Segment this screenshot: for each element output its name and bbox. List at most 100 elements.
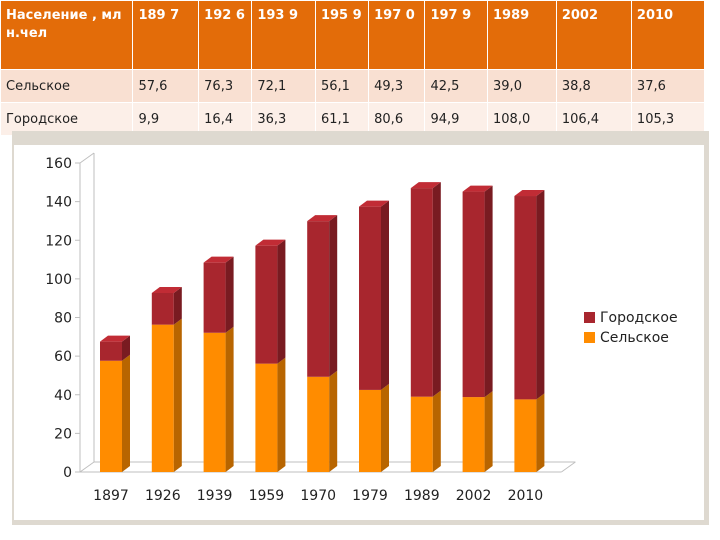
- y-tick-label: 60: [54, 349, 72, 365]
- header-cell: 197 0: [368, 0, 426, 70]
- table-cell: 76,3: [198, 69, 253, 103]
- bar-Городское-2002: [462, 191, 485, 398]
- bar-Сельское-1897: [100, 360, 122, 472]
- bar-side-Городское-2002: [484, 185, 493, 398]
- header-cell: 2002: [555, 0, 632, 70]
- legend-swatch-Городское: [584, 312, 595, 323]
- bar-side-Сельское-1926: [173, 318, 182, 472]
- table-cell: 37,6: [630, 69, 706, 103]
- x-tick-label: 1959: [249, 488, 285, 504]
- bar-top-Городское-2002: [462, 185, 493, 192]
- table-header-row: Население , млн.чел 189 7 192 6 193 9 19…: [0, 0, 706, 70]
- bar-Сельское-1989: [410, 396, 433, 472]
- bar-side-Городское-1959: [277, 239, 286, 364]
- header-cell: 197 9: [424, 0, 489, 70]
- floor-right-edge: [561, 461, 576, 473]
- wall-edge-top: [79, 152, 95, 164]
- table-cell: 72,1: [251, 69, 316, 103]
- header-cell: 1989: [487, 0, 557, 70]
- x-tick-label: 1979: [352, 488, 388, 504]
- population-table: Население , млн.чел 189 7 192 6 193 9 19…: [0, 0, 706, 136]
- stacked-bar-chart: 0 20 40 60 80 100 120 140 160 1897 1926 1939 1959 197…: [45, 152, 678, 504]
- bar-Сельское-2010: [514, 399, 537, 472]
- x-tick-label: 1970: [300, 488, 336, 504]
- bar-Сельское-1979: [359, 389, 381, 472]
- bar-top-Городское-1939: [203, 256, 234, 263]
- bar-top-Городское-1970: [307, 215, 338, 222]
- header-cell: 189 7: [132, 0, 200, 70]
- bar-Сельское-1959: [255, 363, 278, 472]
- y-tick-label: 0: [63, 465, 72, 481]
- bar-side-Сельское-1897: [122, 354, 130, 472]
- table-cell: 105,3: [630, 102, 706, 136]
- bar-Городское-1970: [307, 221, 330, 377]
- bar-Сельское-1970: [307, 376, 330, 472]
- bar-top-Городское-1979: [359, 200, 389, 207]
- bar-Городское-1897: [100, 341, 122, 361]
- bar-side-Сельское-1970: [329, 370, 338, 472]
- table-cell: 108,0: [487, 102, 557, 136]
- bar-side-Городское-1939: [225, 256, 234, 333]
- table-cell: 39,0: [487, 69, 557, 103]
- table-cell: 49,3: [368, 69, 426, 103]
- y-tick-label: 80: [54, 311, 72, 327]
- y-tick-label: 140: [45, 195, 72, 211]
- bar-Сельское-2002: [462, 397, 485, 472]
- bar-side-Городское-1970: [329, 215, 338, 377]
- bar-side-Городское-1897: [122, 335, 130, 361]
- header-cell: Население , млн.чел: [0, 0, 134, 70]
- bar-Городское-1939: [203, 262, 226, 333]
- x-tick-label: 1926: [145, 488, 181, 504]
- bar-Городское-1926: [151, 292, 174, 325]
- y-tick-label: 100: [45, 272, 72, 288]
- x-tick-label: 2002: [456, 488, 492, 504]
- bar-top-Городское-1926: [151, 286, 182, 293]
- bar-side-Городское-1926: [173, 286, 182, 325]
- legend-label-Сельское: Сельское: [600, 330, 669, 346]
- table-cell: 61,1: [314, 102, 370, 136]
- legend-swatch-Сельское: [584, 332, 595, 343]
- table-row-rural: Сельское 57,6 76,3 72,1 56,1 49,3 42,5 3…: [0, 69, 706, 103]
- table-cell: 106,4: [555, 102, 632, 136]
- bar-side-Сельское-2002: [484, 391, 493, 472]
- bar-Городское-1979: [359, 206, 381, 390]
- y-tick-label: 120: [45, 233, 72, 249]
- table-cell: 42,5: [424, 69, 489, 103]
- floor-left-edge: [79, 461, 95, 473]
- bar-Городское-1989: [410, 188, 433, 397]
- header-cell: 193 9: [251, 0, 316, 70]
- bar-Сельское-1939: [203, 332, 226, 472]
- table-cell: 80,6: [368, 102, 426, 136]
- y-tick-label: 160: [45, 156, 72, 172]
- legend-label-Городское: Городское: [600, 310, 678, 326]
- bar-side-Сельское-2010: [536, 393, 545, 472]
- x-tick-label: 1939: [197, 488, 233, 504]
- x-tick-label: 1989: [404, 488, 440, 504]
- bar-Сельское-1926: [151, 324, 174, 472]
- table-cell: 56,1: [314, 69, 370, 103]
- header-cell: 195 9: [314, 0, 370, 70]
- bar-top-Городское-1989: [410, 182, 441, 189]
- bar-top-Городское-2010: [514, 190, 545, 197]
- bar-side-Сельское-1989: [432, 390, 441, 472]
- table-row-urban: Городское 9,9 16,4 36,3 61,1 80,6 94,9 1…: [0, 102, 706, 136]
- chart-area: 0 20 40 60 80 100 120 140 160 1897 1926 1939 1959 197…: [14, 145, 704, 520]
- bar-top-Городское-1959: [255, 239, 286, 246]
- bar-side-Сельское-1959: [277, 357, 286, 472]
- bar-side-Городское-1989: [432, 182, 441, 397]
- bar-side-Сельское-1979: [381, 383, 389, 472]
- y-tick-label: 40: [54, 388, 72, 404]
- header-cell: 2010: [630, 0, 706, 70]
- table-cell: Сельское: [0, 69, 134, 103]
- bar-Городское-2010: [514, 196, 537, 400]
- bar-side-Сельское-1939: [225, 326, 234, 472]
- y-tick-label: 20: [54, 426, 72, 442]
- x-tick-label: 1897: [93, 488, 129, 504]
- x-tick-label: 2010: [508, 488, 544, 504]
- bar-Городское-1959: [255, 245, 278, 364]
- bar-top-Городское-1897: [100, 335, 130, 342]
- header-cell: 192 6: [198, 0, 253, 70]
- table-cell: 57,6: [132, 69, 200, 103]
- bar-side-Городское-2010: [536, 190, 545, 400]
- table-cell: 38,8: [555, 69, 632, 103]
